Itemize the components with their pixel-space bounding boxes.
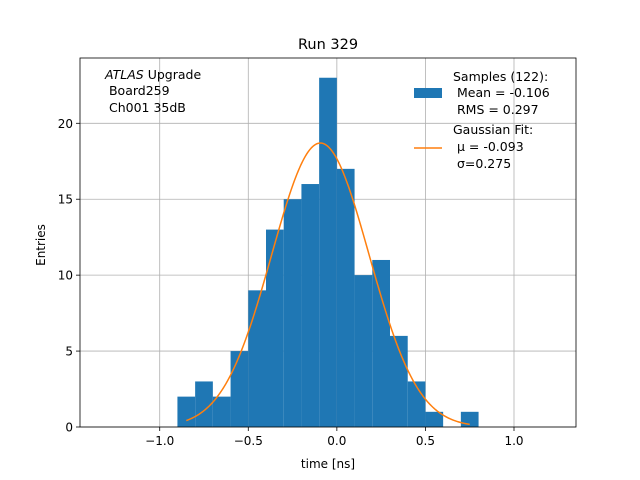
y-tick-label: 10	[58, 269, 73, 283]
histogram-bar	[336, 168, 355, 427]
legend-fit-line-3: σ=0.275	[453, 156, 511, 171]
x-tick-label: 0.5	[416, 434, 435, 448]
atlas-annotation: ATLAS Upgrade Board259 Ch001 35dB	[104, 67, 201, 115]
histogram-bar	[354, 275, 373, 427]
x-axis-label: time [ns]	[301, 457, 355, 471]
plot-frame	[79, 57, 577, 428]
histogram-bars	[177, 77, 479, 428]
legend-fit-line-2: μ = -0.093	[453, 139, 524, 154]
x-tick-label: 1.0	[504, 434, 523, 448]
histogram-bar	[248, 290, 266, 427]
legend-histogram-line-1: Samples (122):	[453, 69, 548, 84]
gaussian-fit-curve	[186, 142, 470, 426]
x-tick-label: −1.0	[145, 434, 174, 448]
x-tick-label: −0.5	[234, 434, 263, 448]
histogram-bar	[230, 351, 249, 427]
annotation-first-line-rest: Upgrade	[144, 67, 202, 82]
histogram-bar	[177, 396, 196, 427]
legend-histogram-line-2: Mean = -0.106	[453, 85, 550, 100]
gaussian-fit	[186, 142, 470, 426]
y-tick-label: 5	[65, 345, 73, 359]
histogram-bar	[372, 259, 390, 427]
axis-ticks: −1.0 −0.5 0.0 0.5 1.0 0 5 10 15 20	[58, 117, 524, 448]
x-tick-label: 0.0	[327, 434, 346, 448]
histogram-bar	[460, 411, 479, 427]
y-tick-label: 0	[65, 421, 73, 435]
legend-fit-line-1: Gaussian Fit:	[453, 122, 533, 137]
y-axis-label: Entries	[34, 224, 48, 266]
chart-title: Run 329	[298, 37, 358, 53]
histogram-bar	[301, 184, 320, 427]
histogram-bar	[212, 396, 231, 427]
legend-histogram-swatch	[414, 88, 442, 98]
histogram-bar	[407, 381, 426, 427]
annotation-line-1: ATLAS Upgrade	[104, 67, 201, 82]
legend-histogram-line-3: RMS = 0.297	[453, 102, 539, 117]
histogram-bar	[195, 381, 213, 427]
annotation-italic-word: ATLAS	[104, 67, 144, 82]
histogram-bar	[319, 77, 337, 428]
histogram-bar	[425, 411, 444, 427]
legend: Samples (122): Mean = -0.106 RMS = 0.297…	[414, 69, 550, 171]
histogram-bar	[266, 229, 284, 427]
histogram-bar	[283, 199, 302, 427]
annotation-line-2: Board259	[105, 83, 170, 98]
y-tick-label: 20	[58, 117, 73, 131]
y-tick-label: 15	[58, 193, 73, 207]
annotation-line-3: Ch001 35dB	[105, 100, 186, 115]
